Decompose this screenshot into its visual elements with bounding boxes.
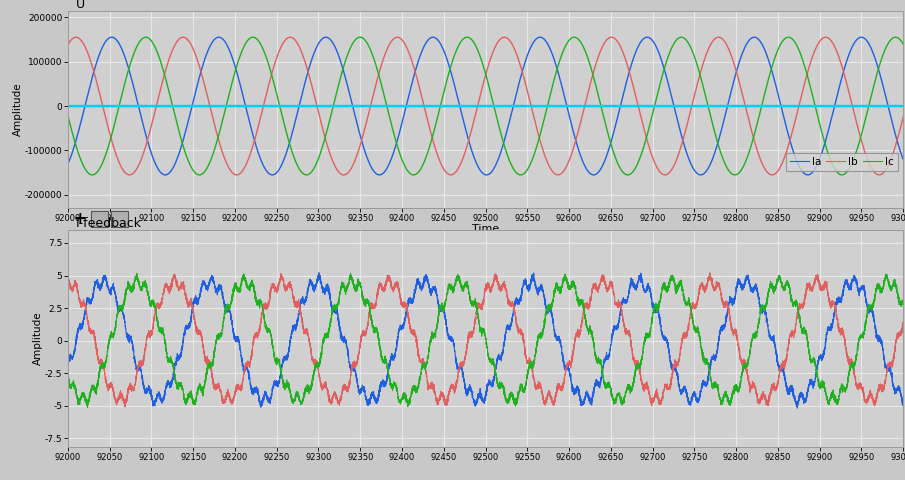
Ub (681, 121, 692, 127)
Legend: Ia, Ib, Ic: Ia, Ib, Ic (786, 153, 898, 171)
Ua (727, 85, 738, 91)
Ub (727, 55, 738, 60)
Ib (557, 385, 567, 391)
Uc (898, 41, 905, 47)
X-axis label: Time: Time (472, 224, 500, 234)
Ic (727, 392, 738, 398)
Plot 3 (62, 103, 73, 109)
Ic (594, 358, 605, 363)
Ia (594, 382, 605, 388)
Ic (557, 281, 567, 287)
Uc (594, 94, 605, 100)
Uc (104, 139, 115, 144)
Ib (704, 270, 715, 276)
Plot 3 (898, 103, 905, 109)
Ic (898, 297, 905, 302)
Ua (214, 35, 224, 40)
Text: U: U (76, 0, 85, 11)
Ib (681, 331, 692, 337)
Line: Ib: Ib (68, 273, 903, 407)
Ua (365, 163, 376, 168)
Ua (695, 172, 706, 178)
Ua (104, 35, 115, 40)
Bar (91, 212, 108, 227)
Ia (62, 360, 73, 366)
Plot 3 (681, 103, 692, 109)
Ib (365, 300, 376, 306)
Y-axis label: Amplitude: Amplitude (33, 312, 43, 365)
Ub (557, 170, 567, 176)
Uc (247, 35, 258, 40)
Ub (231, 172, 242, 178)
Line: Uc: Uc (68, 37, 903, 175)
Ia (898, 399, 905, 405)
Text: I-feedback: I-feedback (76, 217, 142, 230)
Uc (729, 172, 740, 178)
Ib (119, 404, 130, 409)
Ia (681, 394, 692, 400)
Ib (62, 276, 73, 282)
Uc (365, 47, 376, 52)
Uc (681, 38, 692, 44)
Plot 3 (365, 103, 376, 109)
Ua (62, 161, 73, 167)
Bar (111, 212, 128, 227)
Line: Ia: Ia (68, 273, 903, 408)
Ub (62, 42, 73, 48)
Plot 3 (593, 103, 604, 109)
Ub (713, 35, 724, 40)
Ua (557, 85, 567, 91)
Text: +: + (73, 211, 87, 226)
Ua (594, 169, 605, 175)
Plot 3 (557, 103, 567, 109)
Ub (365, 104, 376, 109)
Ia (313, 270, 324, 276)
Ic (105, 334, 116, 340)
Ic (62, 375, 73, 381)
Uc (727, 171, 738, 177)
Ic (365, 313, 376, 319)
Ua (681, 152, 692, 157)
Ic (681, 300, 692, 305)
Ib (898, 322, 905, 328)
Uc (62, 113, 73, 119)
Ua (898, 156, 905, 162)
Ib (727, 324, 738, 330)
Ia (727, 297, 738, 302)
Ic (345, 270, 356, 276)
Plot 3 (104, 103, 115, 109)
Line: Ua: Ua (68, 37, 903, 175)
Ib (104, 382, 115, 388)
Ia (104, 288, 115, 294)
Ia (792, 405, 803, 411)
Ub (898, 114, 905, 120)
Line: Ic: Ic (68, 273, 903, 408)
Plot 3 (727, 103, 738, 109)
Line: Ub: Ub (68, 37, 903, 175)
Ic (82, 405, 93, 410)
Ia (557, 352, 567, 358)
Ib (594, 286, 605, 292)
Ia (365, 396, 376, 402)
Uc (557, 50, 567, 56)
Ub (104, 131, 115, 137)
Y-axis label: Amplitude: Amplitude (14, 83, 24, 136)
Ub (594, 53, 605, 59)
